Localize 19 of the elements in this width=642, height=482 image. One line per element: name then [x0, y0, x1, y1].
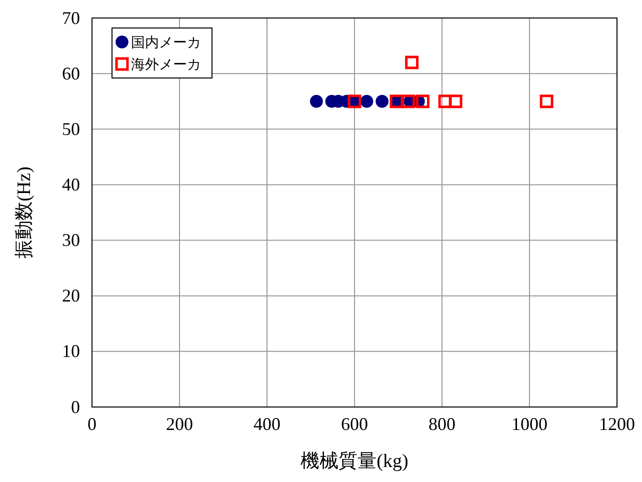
x-tick-label: 400 — [254, 414, 280, 434]
x-tick-label: 600 — [341, 414, 368, 434]
y-tick-label: 10 — [62, 341, 80, 362]
y-tick-label: 40 — [62, 174, 80, 194]
x-tick-label: 200 — [166, 414, 193, 434]
y-tick-label: 70 — [62, 8, 80, 28]
x-tick-label: 800 — [428, 414, 456, 434]
y-tick-label: 20 — [62, 286, 80, 306]
y-tick-label: 60 — [62, 63, 80, 84]
legend-label: 国内メーカ — [131, 35, 201, 51]
legend-label: 海外メーカ — [131, 57, 201, 73]
y-axis-title: 振動数(Hz) — [14, 166, 35, 258]
x-tick-label: 0 — [88, 414, 96, 434]
y-tick-label: 30 — [62, 230, 80, 250]
x-tick-label: 1200 — [599, 414, 635, 434]
x-tick-label: 1000 — [512, 414, 548, 434]
x-axis-title: 機械質量(kg) — [300, 451, 408, 472]
y-tick-label: 50 — [62, 118, 80, 139]
y-tick-label: 0 — [71, 396, 80, 417]
